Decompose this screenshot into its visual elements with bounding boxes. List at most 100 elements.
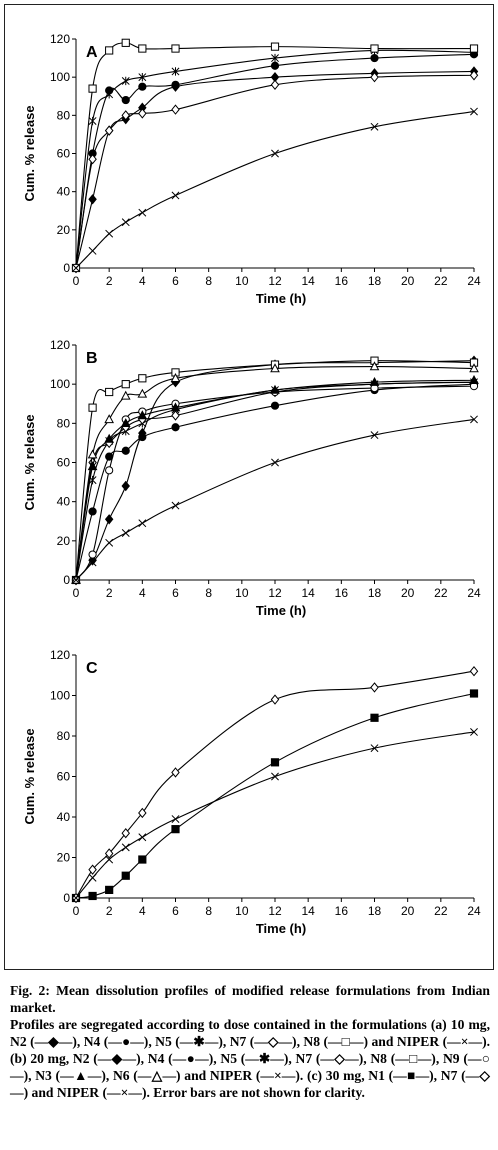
series-line-b-n7 (75, 381, 475, 581)
x-tick-label-c-12: 12 (268, 904, 282, 918)
x-tick-label-b-2: 2 (106, 586, 113, 600)
series-a-n2 (71, 66, 479, 274)
y-tick-label-a-80: 80 (57, 108, 71, 122)
y-axis-title-a: Cum. % release (22, 105, 37, 201)
y-axis-title-c: Cum. % release (22, 728, 37, 824)
x-axis-title-b: Time (h) (256, 603, 306, 618)
point-c-niper-3 (121, 843, 130, 852)
point-a-n5-4 (138, 72, 147, 82)
point-b-n7-6 (171, 410, 180, 421)
point-c-n7-12 (270, 694, 280, 705)
y-tick-label-c-80: 80 (57, 729, 71, 743)
x-tick-label-a-4: 4 (139, 274, 146, 288)
y-tick-label-a-0: 0 (63, 261, 70, 275)
series-line-b-niper (75, 418, 475, 581)
x-tick-label-b-24: 24 (467, 586, 481, 600)
point-b-n9-1 (88, 550, 97, 559)
point-b-niper-1 (88, 558, 97, 567)
point-a-niper-18 (370, 122, 379, 131)
point-b-niper-12 (271, 458, 279, 467)
y-tick-label-a-60: 60 (57, 147, 71, 161)
x-tick-label-c-18: 18 (368, 904, 382, 918)
point-a-n8-24 (469, 44, 479, 53)
y-tick-label-a-120: 120 (50, 32, 70, 46)
point-a-niper-2 (105, 229, 114, 238)
point-a-n8-4 (138, 44, 147, 53)
x-tick-label-c-0: 0 (73, 904, 80, 918)
point-a-niper-6 (171, 191, 180, 200)
x-axis-title-a: Time (h) (256, 291, 306, 306)
point-b-niper-2 (105, 538, 114, 547)
x-axis-title-c: Time (h) (256, 921, 306, 936)
point-c-n1-18 (370, 713, 379, 722)
series-b-n4 (71, 380, 479, 585)
point-a-n4-3 (121, 95, 130, 105)
point-a-n5-2 (105, 90, 114, 99)
x-tick-label-a-14: 14 (301, 274, 315, 288)
y-tick-label-c-60: 60 (57, 770, 71, 784)
x-tick-label-c-2: 2 (106, 904, 113, 918)
x-tick-label-a-16: 16 (335, 274, 349, 288)
point-c-n7-2 (104, 848, 114, 859)
point-a-n8-3 (121, 38, 130, 47)
point-b-n6-1 (87, 449, 98, 459)
point-c-n1-6 (171, 825, 180, 834)
x-tick-label-b-14: 14 (301, 586, 315, 600)
point-c-niper-4 (138, 833, 147, 842)
y-tick-label-c-0: 0 (63, 891, 70, 905)
panel-label-b: B (86, 350, 98, 367)
series-line-a-niper (75, 110, 475, 269)
x-tick-label-a-18: 18 (368, 274, 382, 288)
x-tick-label-c-16: 16 (335, 904, 349, 918)
series-line-a-n7 (75, 74, 475, 269)
point-a-n8-1 (88, 84, 97, 93)
point-b-n4-3 (121, 446, 130, 455)
series-c-n7 (71, 666, 479, 904)
x-tick-label-b-8: 8 (205, 586, 212, 600)
series-b-n9 (71, 382, 479, 585)
series-line-c-n1 (75, 692, 475, 899)
point-b-niper-0 (72, 576, 80, 584)
x-tick-label-b-22: 22 (434, 586, 448, 600)
series-line-a-n2 (75, 70, 475, 269)
point-a-n7-2 (104, 125, 114, 136)
point-b-n4-12 (270, 401, 280, 410)
x-tick-label-a-6: 6 (172, 274, 179, 288)
point-b-n6-2 (104, 414, 115, 424)
series-line-c-niper (75, 731, 475, 899)
x-tick-label-a-0: 0 (73, 274, 80, 288)
point-b-n2-2 (104, 514, 114, 525)
series-c-niper (72, 727, 478, 902)
point-b-n6-3 (120, 390, 131, 400)
series-c-n1 (71, 689, 479, 903)
point-b-n4-1 (88, 507, 97, 516)
point-c-n7-18 (370, 682, 379, 693)
x-tick-label-b-18: 18 (368, 586, 382, 600)
point-a-n7-3 (121, 110, 130, 121)
point-a-n7-4 (138, 108, 147, 119)
series-b-niper (72, 415, 478, 584)
point-b-n2-3 (121, 480, 130, 492)
point-a-niper-4 (138, 208, 147, 217)
point-a-n7-6 (171, 104, 180, 115)
panel-label-c: C (86, 660, 98, 677)
point-b-n6-18 (369, 361, 380, 371)
point-c-n1-12 (270, 758, 280, 767)
point-a-n5-3 (121, 76, 130, 86)
x-tick-label-c-22: 22 (434, 904, 448, 918)
point-b-niper-6 (171, 501, 180, 510)
y-tick-label-a-20: 20 (57, 223, 71, 237)
caption-title: Fig. 2: Mean dissolution profiles of mod… (10, 983, 490, 1015)
point-a-niper-12 (271, 149, 279, 158)
y-tick-label-c-40: 40 (57, 810, 71, 824)
figure-frame: 0 20 40 60 80 100 120 0 2 4 6 8 10 12 14 16 18 20 22 24 Time… (4, 4, 494, 970)
point-b-n4-4 (138, 432, 147, 442)
x-tick-label-c-14: 14 (301, 904, 315, 918)
point-b-n6-6 (170, 373, 181, 382)
y-tick-label-b-120: 120 (50, 338, 70, 352)
series-line-b-n2 (75, 360, 475, 581)
series-line-b-n9 (75, 385, 475, 581)
point-b-n6-12 (270, 363, 280, 373)
